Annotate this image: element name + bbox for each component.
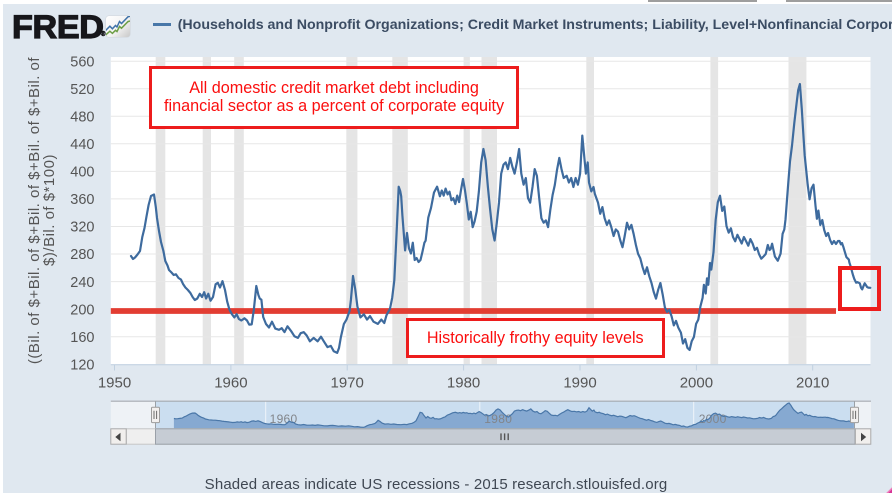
svg-text:1990: 1990 [563, 375, 596, 392]
svg-text:120: 120 [70, 357, 94, 373]
svg-text:320: 320 [70, 220, 94, 236]
svg-text:2010: 2010 [796, 375, 829, 392]
svg-text:1980: 1980 [447, 375, 480, 392]
svg-text:1950: 1950 [98, 375, 131, 392]
svg-text:2000: 2000 [699, 412, 727, 426]
svg-text:160: 160 [70, 330, 94, 346]
svg-text:2000: 2000 [680, 375, 713, 392]
svg-text:1980: 1980 [484, 412, 512, 426]
svg-text:480: 480 [70, 110, 94, 126]
svg-text:1970: 1970 [331, 375, 364, 392]
svg-text:240: 240 [70, 275, 94, 291]
svg-text:560: 560 [70, 54, 94, 70]
svg-text:Shaded areas indicate US reces: Shaded areas indicate US recessions - 20… [205, 476, 668, 493]
svg-text:400: 400 [70, 165, 94, 181]
svg-text:360: 360 [70, 192, 94, 208]
svg-text:((Bil. of $+Bil. of $+Bil. of: ((Bil. of $+Bil. of $+Bil. of $+Bil. of … [26, 57, 43, 364]
svg-text:520: 520 [70, 82, 94, 98]
svg-text:$)/Bil. of $*100): $)/Bil. of $*100) [41, 154, 58, 266]
svg-text:1960: 1960 [270, 412, 298, 426]
svg-text:1960: 1960 [214, 375, 247, 392]
svg-text:440: 440 [70, 137, 94, 153]
svg-text:200: 200 [70, 302, 94, 318]
svg-text:280: 280 [70, 247, 94, 263]
